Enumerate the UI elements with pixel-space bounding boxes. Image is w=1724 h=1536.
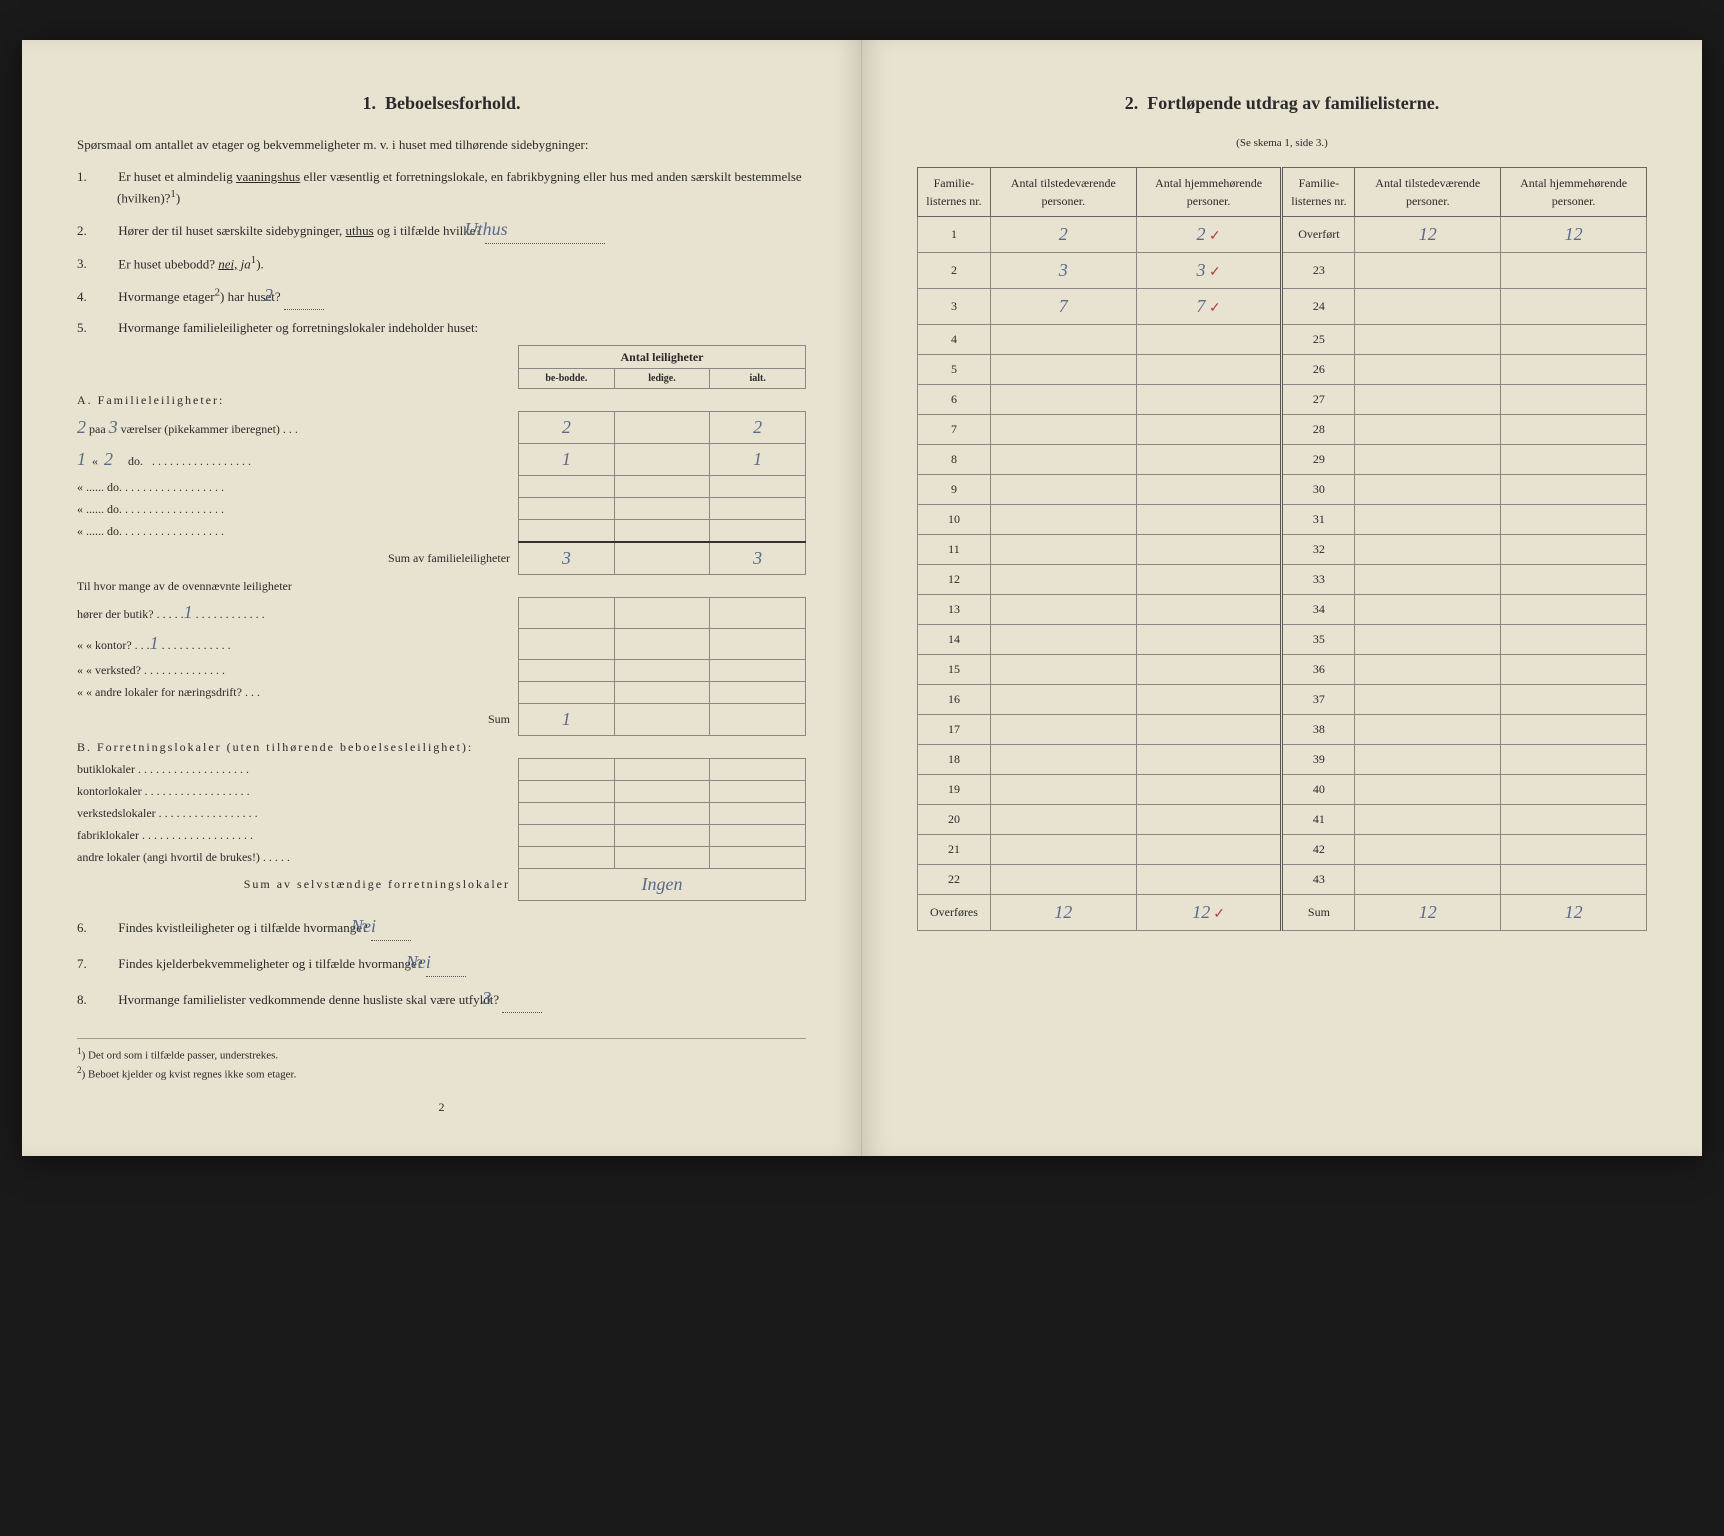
table-row: 930 (918, 474, 1647, 504)
question-1: 1. Er huset et almindelig vaaningshus el… (97, 167, 806, 208)
question-3: 3. Er huset ubebodd? nei, ja1). (97, 252, 806, 274)
section-2-subhead: (Se skema 1, side 3.) (917, 135, 1647, 152)
table-row: 1334 (918, 594, 1647, 624)
q2-answer: Uthus (485, 216, 605, 244)
section-2-heading: 2. Fortløpende utdrag av familielisterne… (917, 90, 1647, 117)
right-page: 2. Fortløpende utdrag av familielisterne… (862, 40, 1702, 1156)
intro-text: Spørsmaal om antallet av etager og bekve… (77, 135, 806, 155)
table-row: 1435 (918, 624, 1647, 654)
b-sum-row: Sum av selvstændige forretningslokaler I… (77, 868, 806, 900)
family-list-table: Familie-listernes nr. Antal tilstedevære… (917, 167, 1647, 931)
section-b-label: B. Forretningslokaler (uten tilhørende b… (77, 735, 806, 758)
questions-list: 1. Er huset et almindelig vaaningshus el… (77, 167, 806, 338)
a-sub-row-0: hører der butik? . . . . .1 . . . . . . … (77, 597, 806, 628)
a-sub-sum: Sum 1 (77, 703, 806, 735)
q4-answer: 2 (284, 282, 324, 310)
table-row: 1031 (918, 504, 1647, 534)
table-row: 627 (918, 384, 1647, 414)
left-page: 1. Beboelsesforhold. Spørsmaal om antall… (22, 40, 862, 1156)
question-6: 6. Findes kvistleiligheter og i tilfælde… (97, 913, 806, 941)
questions-list-2: 6. Findes kvistleiligheter og i tilfælde… (77, 913, 806, 1013)
footnotes: 1) Det ord som i tilfælde passer, unders… (77, 1038, 806, 1083)
table-row: 2243 (918, 864, 1647, 894)
table-row: 233 ✓23 (918, 252, 1647, 288)
table-row: 1637 (918, 684, 1647, 714)
q7-answer: Nei (426, 949, 466, 977)
a-sub-row-1: « « kontor? . . .1 . . . . . . . . . . .… (77, 628, 806, 659)
table-row: 2041 (918, 804, 1647, 834)
question-2: 2. Hører der til huset særskilte sidebyg… (97, 216, 806, 244)
a-row-0: 2 paa 3 værelser (pikekammer iberegnet) … (77, 412, 806, 444)
a-sub-row-2: « « verksted? . . . . . . . . . . . . . … (77, 659, 806, 681)
section-1-heading: 1. Beboelsesforhold. (77, 90, 806, 117)
b-row-4: andre lokaler (angi hvortil de brukes!) … (77, 846, 806, 868)
a-row-1: 1 « 2 do. . . . . . . . . . . . . . . . … (77, 444, 806, 476)
table-row: 425 (918, 324, 1647, 354)
apartments-table: Antal leiligheter be-bodde. ledige. ialt… (77, 345, 806, 901)
a-sub-row-3: « « andre lokaler for næringsdrift? . . … (77, 681, 806, 703)
table-row: 1839 (918, 744, 1647, 774)
a-sum-row: Sum av familieleiligheter 3 3 (77, 542, 806, 575)
q8-answer: 3 (502, 985, 542, 1013)
a-sub-label: Til hvor mange av de ovennævnte leilighe… (77, 574, 806, 597)
table-row: 526 (918, 354, 1647, 384)
table-row: 728 (918, 414, 1647, 444)
table-row: 1940 (918, 774, 1647, 804)
question-4: 4. Hvormange etager2) har huset? 2 (97, 282, 806, 310)
a-row-3: « ...... do. . . . . . . . . . . . . . .… (77, 498, 806, 520)
b-row-0: butiklokaler . . . . . . . . . . . . . .… (77, 758, 806, 780)
table-row: 2142 (918, 834, 1647, 864)
b-row-1: kontorlokaler . . . . . . . . . . . . . … (77, 780, 806, 802)
table-row: 1536 (918, 654, 1647, 684)
section-a-label: A. Familieleiligheter: (77, 389, 806, 412)
q6-answer: Nei (371, 913, 411, 941)
a-row-2: « ...... do. . . . . . . . . . . . . . .… (77, 476, 806, 498)
table-row: 1132 (918, 534, 1647, 564)
table-row: 377 ✓24 (918, 288, 1647, 324)
leil-header: Antal leiligheter (519, 346, 806, 369)
page-number: 2 (77, 1098, 806, 1116)
b-row-3: fabriklokaler . . . . . . . . . . . . . … (77, 824, 806, 846)
table-row: 829 (918, 444, 1647, 474)
table-row: 1233 (918, 564, 1647, 594)
document-spread: 1. Beboelsesforhold. Spørsmaal om antall… (22, 40, 1702, 1156)
question-8: 8. Hvormange familielister vedkommende d… (97, 985, 806, 1013)
totals-row: Overføres 12 12 ✓ Sum 12 12 (918, 894, 1647, 930)
question-5: 5. Hvormange familieleiligheter og forre… (97, 318, 806, 338)
b-row-2: verkstedslokaler . . . . . . . . . . . .… (77, 802, 806, 824)
table-row: 122 ✓Overført1212 (918, 216, 1647, 252)
a-row-4: « ...... do. . . . . . . . . . . . . . .… (77, 520, 806, 542)
question-7: 7. Findes kjelderbekvemmeligheter og i t… (97, 949, 806, 977)
table-row: 1738 (918, 714, 1647, 744)
